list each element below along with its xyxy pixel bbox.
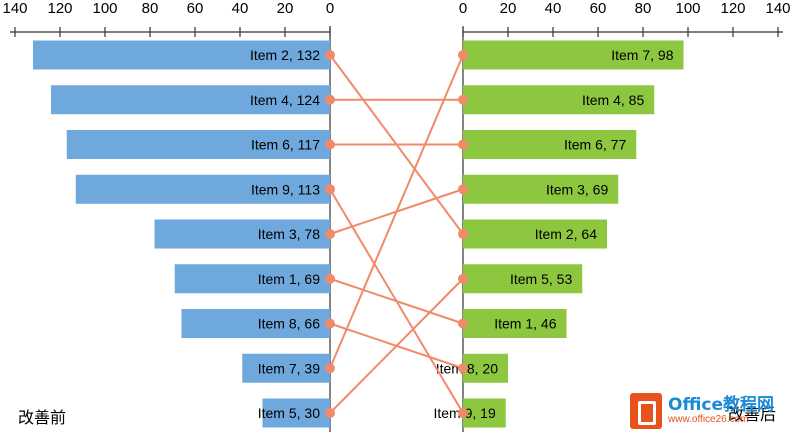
right-axis-tick-label: 40 bbox=[545, 0, 562, 17]
after-marker bbox=[458, 229, 468, 239]
after-label: 改善后 bbox=[728, 405, 777, 424]
after-bar bbox=[463, 353, 508, 383]
before-bar bbox=[262, 398, 330, 428]
before-bar bbox=[242, 353, 330, 383]
right-axis-tick-label: 80 bbox=[635, 0, 652, 17]
before-bar-label: Item 7, 39 bbox=[258, 360, 320, 376]
before-bar-label: Item 2, 132 bbox=[250, 47, 320, 63]
after-bar-label: Item 2, 64 bbox=[535, 226, 597, 242]
after-bar bbox=[463, 130, 637, 159]
after-marker bbox=[458, 94, 468, 105]
before-marker bbox=[325, 273, 335, 284]
before-marker bbox=[325, 50, 335, 60]
before-bar-label: Item 1, 69 bbox=[258, 271, 320, 287]
after-marker bbox=[458, 139, 468, 150]
after-marker bbox=[458, 50, 468, 60]
after-marker bbox=[458, 273, 468, 284]
left-axis-tick-label: 0 bbox=[326, 0, 334, 17]
after-bar-label: Item 1, 46 bbox=[494, 316, 556, 332]
before-marker bbox=[325, 139, 335, 150]
left-axis-tick-label: 60 bbox=[187, 0, 204, 17]
after-marker bbox=[458, 408, 468, 418]
before-bar-label: Item 5, 30 bbox=[258, 405, 320, 421]
before-bar bbox=[66, 130, 330, 159]
left-axis-tick-label: 40 bbox=[232, 0, 249, 17]
left-axis-tick-label: 120 bbox=[47, 0, 72, 17]
after-bar bbox=[463, 219, 607, 249]
after-bar-label: Item 6, 77 bbox=[564, 137, 626, 153]
after-bar bbox=[463, 398, 506, 428]
before-bar bbox=[181, 309, 330, 338]
after-marker bbox=[458, 363, 468, 374]
right-axis-tick-label: 0 bbox=[459, 0, 467, 17]
after-bar-label: Item 7, 98 bbox=[611, 47, 673, 63]
before-bar-label: Item 3, 78 bbox=[258, 226, 320, 242]
watermark-title: Office教程网 bbox=[668, 394, 775, 415]
before-marker bbox=[325, 229, 335, 239]
after-bar bbox=[463, 174, 619, 204]
before-marker bbox=[325, 94, 335, 105]
after-bar bbox=[463, 264, 583, 294]
after-bar-label: Item 3, 69 bbox=[546, 181, 608, 197]
after-bar bbox=[463, 40, 684, 70]
watermark: Office教程网 www.office26.com bbox=[630, 388, 794, 434]
left-axis-tick-label: 20 bbox=[277, 0, 294, 17]
before-marker bbox=[325, 318, 335, 329]
after-bar bbox=[463, 85, 655, 115]
connector-line bbox=[329, 278, 464, 414]
before-bar bbox=[33, 40, 330, 70]
office-logo-icon bbox=[630, 393, 662, 429]
watermark-url: www.office26.com bbox=[668, 413, 749, 425]
left-axis-tick-label: 80 bbox=[142, 0, 159, 17]
before-label: 改善前 bbox=[18, 408, 67, 427]
before-bar bbox=[174, 264, 330, 294]
before-marker bbox=[325, 408, 335, 418]
right-axis-tick-label: 100 bbox=[675, 0, 700, 17]
right-axis-tick-label: 120 bbox=[720, 0, 745, 17]
before-marker bbox=[325, 363, 335, 374]
before-bar bbox=[75, 174, 330, 204]
after-bar bbox=[463, 309, 567, 338]
before-bar-label: Item 6, 117 bbox=[251, 137, 320, 153]
left-axis-tick-label: 140 bbox=[2, 0, 27, 17]
after-bar-label: Item 5, 53 bbox=[510, 271, 572, 287]
before-bar-label: Item 9, 113 bbox=[251, 181, 320, 197]
right-axis-tick-label: 20 bbox=[500, 0, 517, 17]
left-axis-tick-label: 100 bbox=[92, 0, 117, 17]
after-bar-label: Item 4, 85 bbox=[582, 92, 644, 108]
before-bar bbox=[51, 85, 330, 115]
connector-line bbox=[329, 277, 464, 325]
before-bar-label: Item 8, 66 bbox=[258, 316, 320, 332]
before-marker bbox=[325, 184, 335, 195]
right-axis-tick-label: 60 bbox=[590, 0, 607, 17]
after-marker bbox=[458, 318, 468, 329]
before-bar-label: Item 4, 124 bbox=[250, 92, 320, 108]
connector-line bbox=[329, 54, 464, 369]
after-marker bbox=[458, 184, 468, 195]
before-bar bbox=[154, 219, 330, 249]
right-axis-tick-label: 140 bbox=[765, 0, 790, 17]
